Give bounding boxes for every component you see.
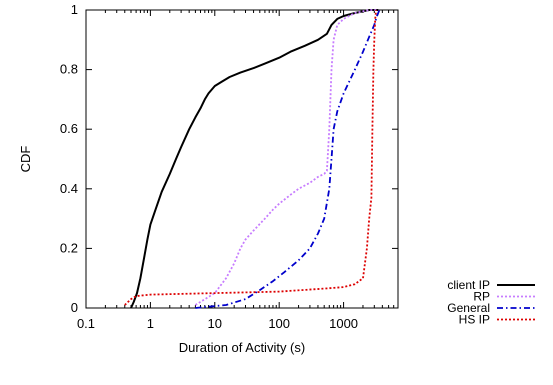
plot-frame: [85, 9, 399, 309]
series-line-2: [195, 9, 381, 309]
legend-label-1: RP: [473, 290, 490, 304]
legend-label-2: General: [447, 301, 490, 315]
y-tick-label: 0: [71, 300, 78, 315]
x-tick-label: 100: [268, 316, 290, 331]
tick-labels: 0.1 1 10 100 1000 0 0.2 0.4 0.6 0.8 1: [60, 2, 358, 331]
series-line-1: [194, 9, 379, 306]
y-tick-label: 0.4: [60, 181, 78, 196]
y-tick-label: 0.6: [60, 121, 78, 136]
x-tick-label: 10: [208, 316, 222, 331]
legend-label-3: HS IP: [459, 313, 490, 327]
axis-ticks: [85, 9, 399, 309]
x-tick-label: 1: [147, 316, 154, 331]
x-axis-label: Duration of Activity (s): [179, 340, 305, 355]
legend-label-0: client IP: [447, 278, 490, 292]
series-line-0: [130, 9, 379, 309]
y-tick-label: 1: [71, 2, 78, 17]
x-tick-label: 1000: [329, 316, 358, 331]
x-tick-label: 0.1: [77, 316, 95, 331]
y-tick-label: 0.2: [60, 240, 78, 255]
y-tick-label: 0.8: [60, 62, 78, 77]
y-axis-label: CDF: [18, 146, 33, 173]
series-line-3: [124, 9, 377, 306]
series-lines: [124, 9, 381, 309]
